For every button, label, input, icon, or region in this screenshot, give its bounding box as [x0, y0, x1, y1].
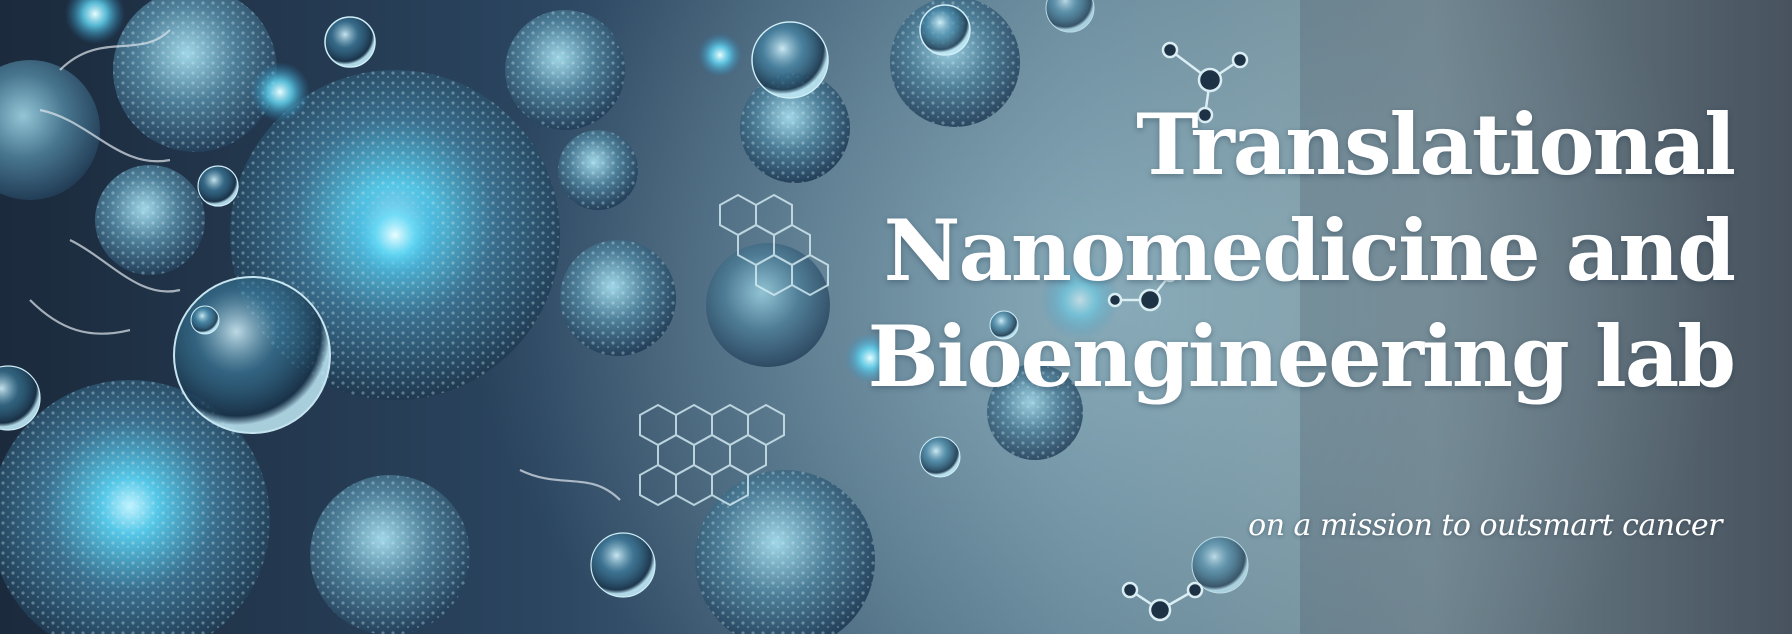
cell-tendrils: [29, 29, 621, 501]
vesicle-bubbles: [0, 0, 1249, 598]
molecule-structures: [1107, 41, 1249, 622]
title-line-2: Nanomedicine and: [883, 201, 1736, 300]
glow-spots: [65, 0, 1120, 383]
lab-title: Translational Nanomedicine and Bioengine…: [834, 92, 1736, 410]
tagline: on a mission to outsmart cancer: [1248, 508, 1722, 543]
title-line-1: Translational: [1136, 95, 1736, 194]
title-line-3: Bioengineering lab: [867, 307, 1736, 406]
hexagon-lattice: [639, 193, 829, 507]
